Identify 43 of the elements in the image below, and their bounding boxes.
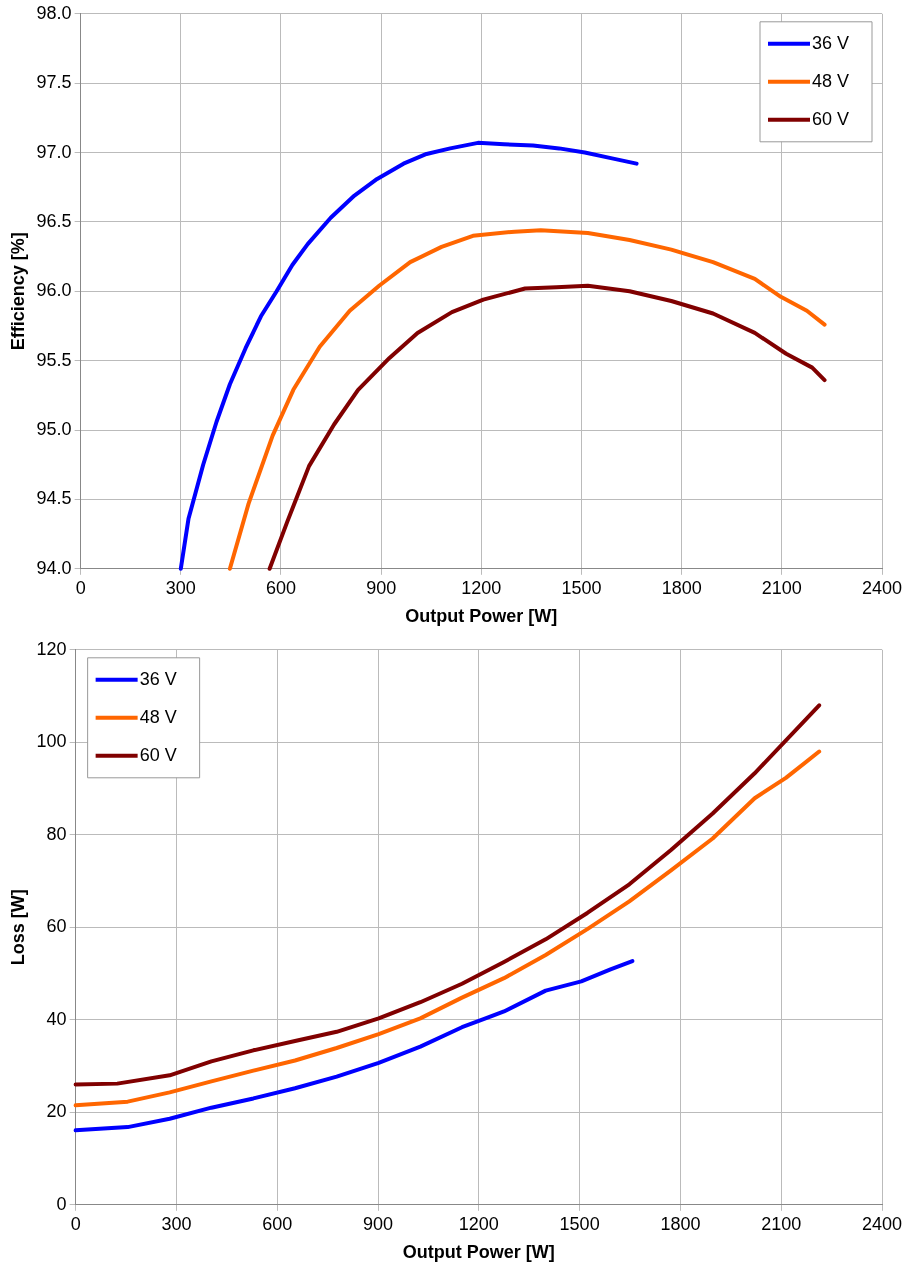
x-tick-label: 1200	[461, 577, 502, 598]
x-tick-label: 300	[161, 1213, 192, 1234]
legend-label: 60 V	[812, 108, 850, 129]
legend-label: 36 V	[812, 32, 850, 53]
legend-label: 36 V	[139, 668, 177, 689]
x-tick-label: 300	[165, 577, 196, 598]
y-tick-label: 95.5	[36, 349, 72, 370]
legend-label: 48 V	[139, 706, 177, 727]
x-tick-label: 1500	[559, 1213, 600, 1234]
x-tick-label: 1800	[660, 1213, 701, 1234]
y-tick-label: 96.5	[36, 210, 72, 231]
x-axis-title: Output Power [W]	[402, 1242, 555, 1263]
y-tick-label: 20	[46, 1101, 67, 1122]
y-tick-label: 94.0	[36, 557, 72, 578]
y-tick-label: 60	[46, 916, 67, 937]
x-tick-label: 900	[366, 577, 397, 598]
y-tick-label: 80	[46, 823, 67, 844]
y-tick-label: 120	[36, 638, 67, 659]
y-axis-title: Efficiency [%]	[7, 232, 28, 351]
x-tick-label: 600	[262, 1213, 293, 1234]
x-tick-label: 1200	[458, 1213, 499, 1234]
x-tick-label: 1500	[561, 577, 602, 598]
y-tick-label: 100	[36, 731, 67, 752]
y-tick-label: 95.0	[36, 419, 72, 440]
x-tick-label: 2400	[861, 577, 903, 598]
y-tick-label: 94.5	[36, 488, 72, 509]
y-tick-label: 40	[46, 1008, 67, 1029]
x-tick-label: 600	[265, 577, 296, 598]
x-axis-title: Output Power [W]	[405, 606, 558, 627]
x-tick-label: 2400	[861, 1213, 903, 1234]
y-tick-label: 97.0	[36, 141, 72, 162]
x-tick-label: 2100	[761, 577, 802, 598]
y-axis-title: Loss [W]	[7, 889, 28, 966]
legend-label: 60 V	[139, 744, 177, 765]
x-tick-label: 0	[75, 577, 86, 598]
y-tick-label: 96.0	[36, 280, 72, 301]
x-tick-label: 2100	[761, 1213, 802, 1234]
y-tick-label: 97.5	[36, 72, 72, 93]
x-tick-label: 900	[363, 1213, 394, 1234]
y-tick-label: 98.0	[36, 2, 72, 23]
x-tick-label: 1800	[661, 577, 702, 598]
legend-label: 48 V	[812, 70, 850, 91]
y-tick-label: 0	[56, 1193, 67, 1214]
